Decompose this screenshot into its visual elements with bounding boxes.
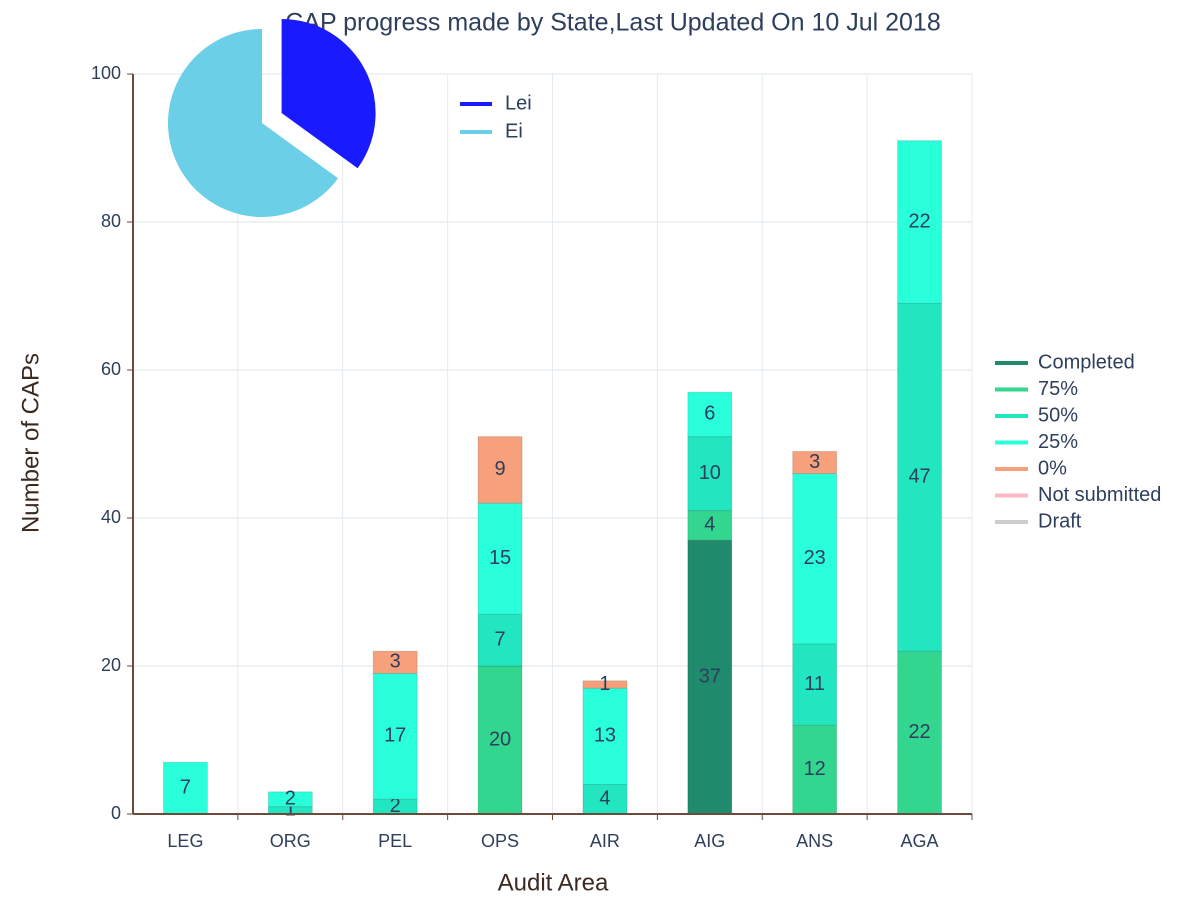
x-tick-label: ORG	[270, 831, 311, 851]
x-tick-label: AIG	[694, 831, 725, 851]
bar-segment	[687, 510, 733, 541]
bar-segment	[687, 391, 733, 438]
bar-segment	[687, 539, 733, 815]
data-label: 7	[180, 776, 191, 798]
pie-slice	[281, 19, 376, 169]
legend-label: Ei	[505, 120, 523, 142]
legend-label: 75%	[1038, 378, 1078, 400]
data-label: 2	[285, 787, 296, 809]
bar-segment	[582, 680, 628, 689]
legend-label: 0%	[1038, 457, 1067, 479]
bar-segment	[477, 665, 523, 815]
legend-label: Completed	[1038, 351, 1135, 373]
legend-label: Not submitted	[1038, 484, 1161, 506]
data-label: 37	[699, 665, 721, 687]
data-label: 22	[908, 721, 930, 743]
data-label: 23	[804, 547, 826, 569]
bar-segment	[792, 643, 838, 726]
x-tick-label: LEG	[167, 831, 203, 851]
data-label: 6	[704, 403, 715, 425]
data-label: 2	[390, 795, 401, 817]
x-tick-label: PEL	[378, 831, 412, 851]
data-label: 4	[599, 787, 610, 809]
data-label: 4	[704, 514, 715, 536]
chart-title: CAP progress made by State,Last Updated …	[285, 9, 941, 37]
y-tick-label: 60	[101, 359, 121, 379]
bar-segment	[792, 450, 838, 475]
x-tick-label: AGA	[901, 831, 939, 851]
bar-segment	[687, 436, 733, 512]
x-tick-label: ANS	[796, 831, 833, 851]
bar-segment	[477, 502, 523, 615]
data-label: 20	[489, 728, 511, 750]
bar-segment	[372, 650, 418, 674]
data-label: 3	[809, 451, 820, 473]
y-axis-title: Number of CAPs	[17, 353, 44, 533]
data-label: 13	[594, 725, 616, 747]
data-label: 7	[495, 628, 506, 650]
y-tick-label: 20	[101, 655, 121, 675]
y-tick-label: 40	[101, 507, 121, 527]
data-label: 1	[599, 673, 610, 695]
bar-segment	[267, 791, 313, 808]
legend-label: 50%	[1038, 404, 1078, 426]
data-label: 1	[285, 799, 296, 821]
bar-segment	[477, 436, 523, 504]
data-label: 22	[908, 210, 930, 232]
data-label: 47	[908, 466, 930, 488]
data-label: 17	[384, 725, 406, 747]
y-tick-label: 100	[91, 63, 121, 83]
x-axis-title: Audit Area	[498, 869, 609, 896]
bar-segment	[897, 650, 943, 815]
pie-slice	[167, 29, 339, 218]
data-label: 11	[804, 673, 825, 695]
data-label: 10	[699, 462, 721, 484]
legend-label: Lei	[505, 92, 532, 114]
bar-segment	[897, 302, 943, 652]
x-tick-label: OPS	[481, 831, 519, 851]
data-label: 9	[495, 458, 506, 480]
bar-segment	[582, 783, 628, 815]
bar-segment	[372, 672, 418, 800]
bar-segment	[582, 687, 628, 785]
legend-label: 25%	[1038, 431, 1078, 453]
bar-segment	[897, 140, 943, 304]
bar-segment	[792, 724, 838, 815]
y-tick-label: 80	[101, 211, 121, 231]
x-tick-label: AIR	[590, 831, 620, 851]
legend-label: Draft	[1038, 510, 1082, 532]
data-label: 3	[390, 651, 401, 673]
y-tick-label: 0	[111, 803, 121, 823]
bar-segment	[162, 761, 208, 815]
data-label: 15	[489, 547, 511, 569]
data-label: 12	[804, 758, 826, 780]
